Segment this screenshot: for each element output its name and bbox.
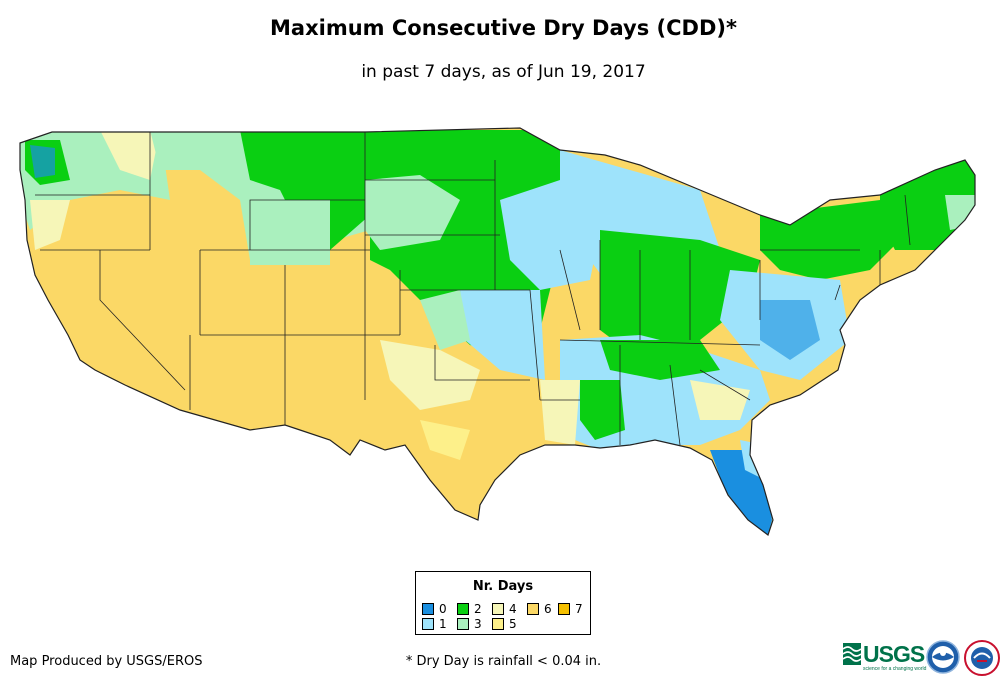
- legend-title: Nr. Days: [472, 579, 534, 594]
- usgs-tagline: science for a changing world: [863, 666, 927, 672]
- legend-label-7: 7: [575, 602, 583, 616]
- legend-swatch-4: [492, 603, 504, 615]
- usgs-logo: USGS science for a changing world: [843, 641, 926, 675]
- legend-swatch-2: [457, 603, 469, 615]
- dry-day-coverage: [20, 128, 975, 535]
- legend-label-6: 6: [544, 602, 552, 616]
- legend-swatch-5: [492, 618, 504, 630]
- legend-swatch-1: [422, 618, 434, 630]
- legend-label-0: 0: [439, 602, 447, 616]
- usgs-wordmark: USGS: [863, 641, 925, 667]
- usgs-wave-icon: [843, 643, 861, 665]
- legend-swatch-3: [457, 618, 469, 630]
- map-subtitle: in past 7 days, as of Jun 19, 2017: [361, 62, 646, 82]
- legend-label-4: 4: [509, 602, 517, 616]
- state-borders: [35, 132, 911, 446]
- dry-day-footnote: * Dry Day is rainfall < 0.04 in.: [405, 654, 602, 669]
- legend: Nr. Days 0 1 2 3 4 5 6 7: [415, 571, 591, 635]
- legend-label-1: 1: [439, 617, 447, 631]
- legend-label-5: 5: [509, 617, 517, 631]
- national-weather-service-logo-icon: [964, 640, 1000, 676]
- map-credit: Map Produced by USGS/EROS: [10, 654, 203, 669]
- legend-label-2: 2: [474, 602, 482, 616]
- legend-label-3: 3: [474, 617, 482, 631]
- legend-swatch-0: [422, 603, 434, 615]
- map-title: Maximum Consecutive Dry Days (CDD)*: [270, 16, 737, 40]
- legend-swatch-6: [527, 603, 539, 615]
- legend-swatch-7: [558, 603, 570, 615]
- noaa-logo-icon: [926, 640, 960, 674]
- us-cdd-map: [19, 127, 976, 536]
